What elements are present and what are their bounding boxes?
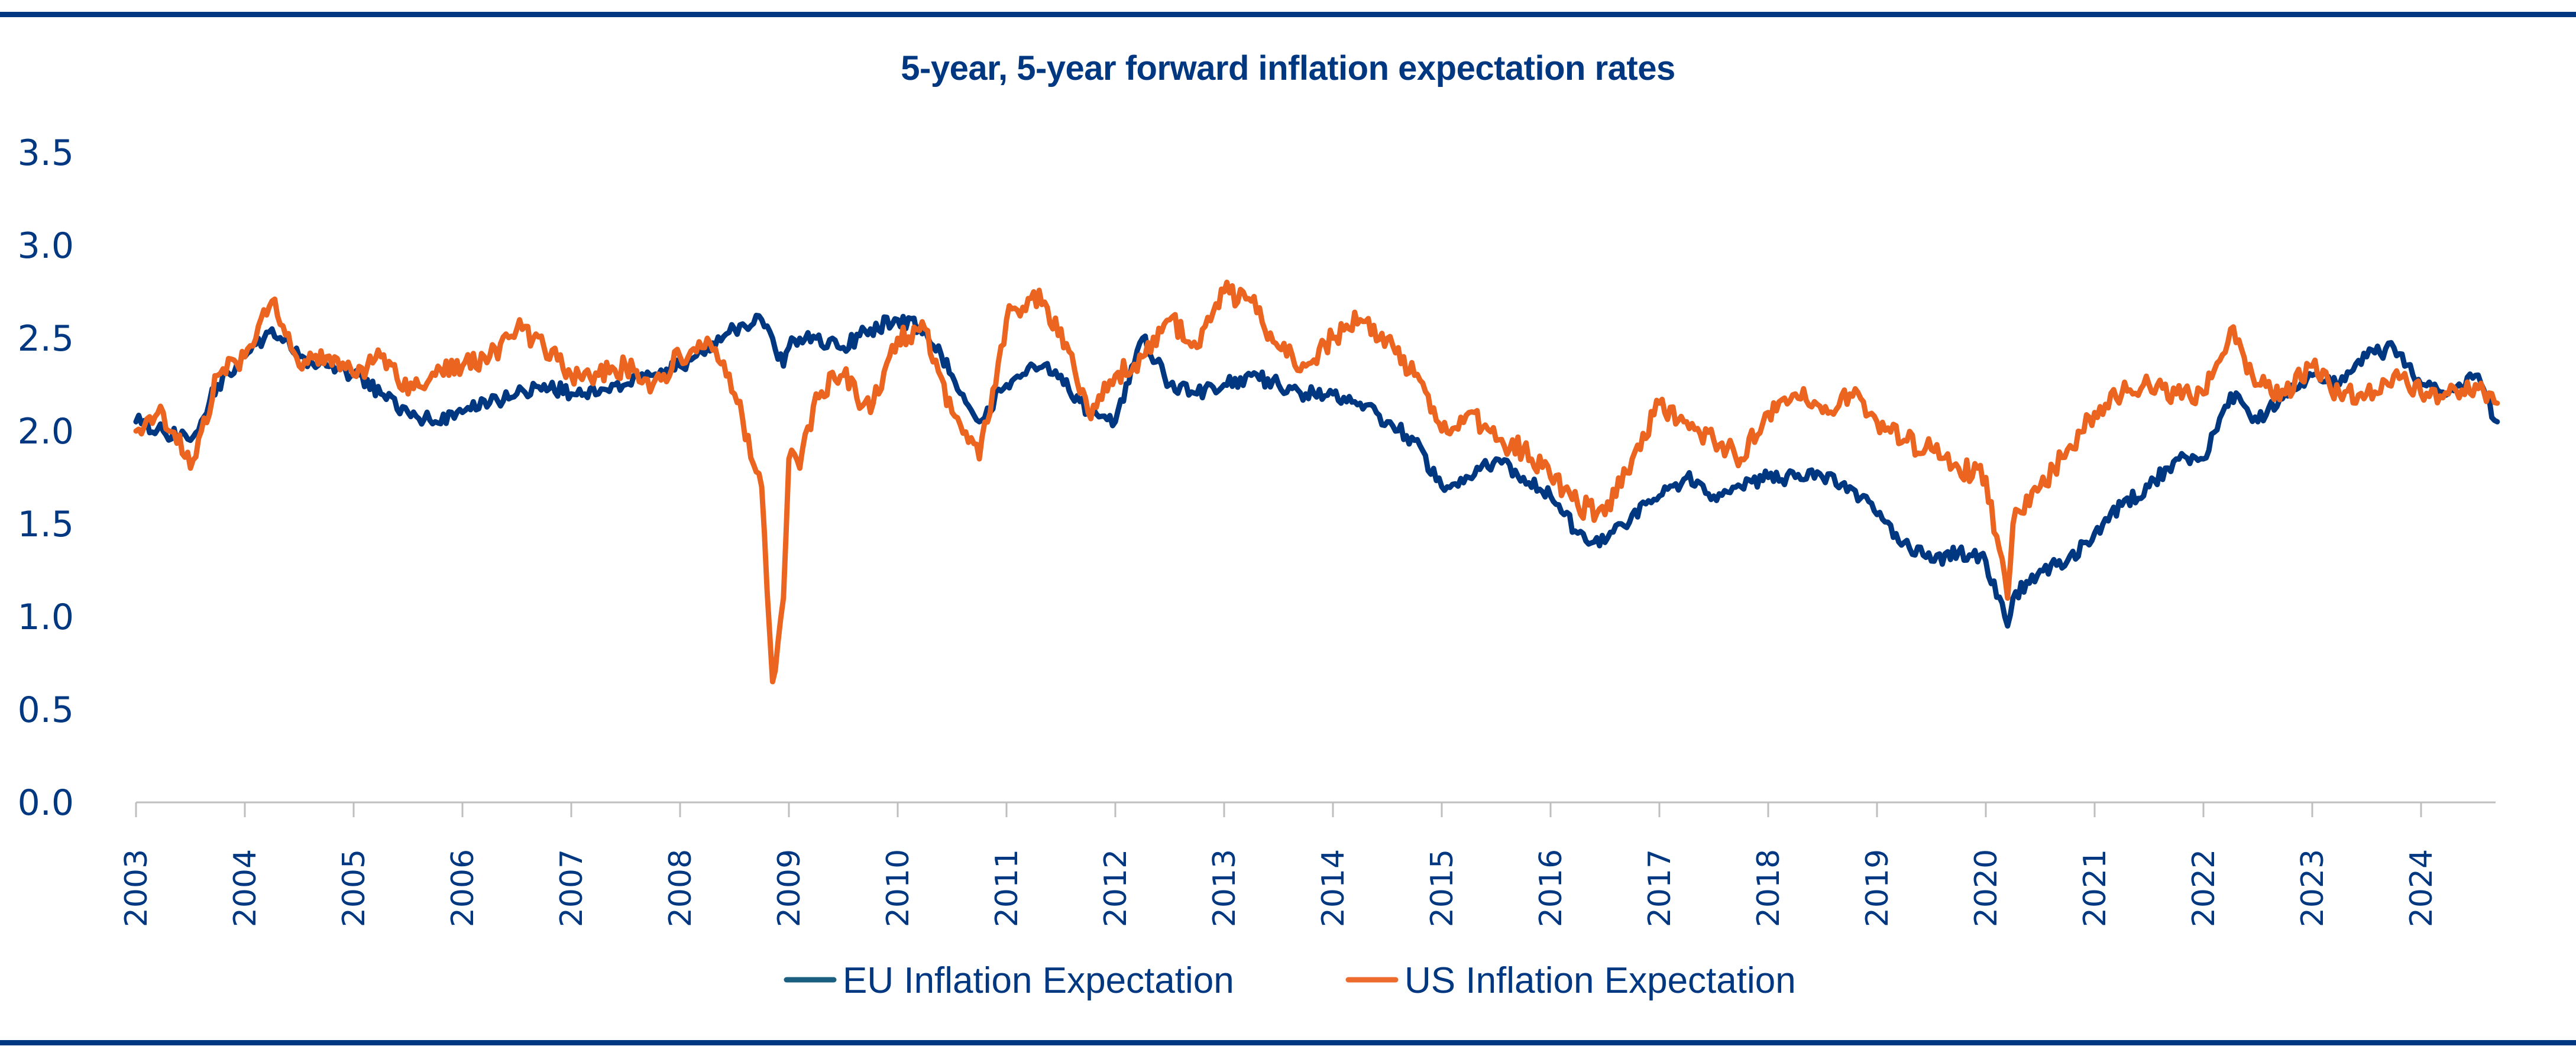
x-tick-label: 2015 <box>1425 849 1460 927</box>
y-tick-label: 2.5 <box>18 318 74 360</box>
y-tick-label: 3.0 <box>18 225 74 267</box>
x-tick-label: 2011 <box>989 849 1025 927</box>
y-tick-label: 2.0 <box>18 411 74 452</box>
x-tick-label: 2005 <box>336 849 372 927</box>
y-tick-label: 1.0 <box>18 597 74 638</box>
x-tick-label: 2016 <box>1533 849 1569 927</box>
x-tick-label: 2020 <box>1969 849 2004 927</box>
x-tick-label: 2010 <box>881 849 916 927</box>
x-tick-label: 2021 <box>2077 849 2113 927</box>
y-tick-label: 0.0 <box>18 782 74 824</box>
x-tick-label: 2019 <box>1860 849 1895 927</box>
x-tick-label: 2006 <box>445 849 481 927</box>
legend: EU Inflation Expectation US Inflation Exp… <box>784 960 1796 1001</box>
series-layer <box>133 279 2500 685</box>
top-border-rule <box>0 12 2576 17</box>
x-tick-label: 2007 <box>554 849 590 927</box>
y-axis: 0.0 0.5 1.0 1.5 2.0 2.5 3.0 3.5 <box>18 132 74 824</box>
x-tick-label: 2008 <box>663 849 698 927</box>
x-tick-label: 2023 <box>2295 849 2331 927</box>
series-line-us <box>133 279 2500 685</box>
y-tick-label: 1.5 <box>18 504 74 545</box>
x-tick-label: 2004 <box>228 849 263 927</box>
x-axis: 2003 2004 2005 2006 2007 2008 2009 2010 2011 2012… <box>119 801 2496 927</box>
bottom-border-rule <box>0 1040 2576 1045</box>
x-tick-label: 2017 <box>1642 849 1678 927</box>
x-tick-label: 2024 <box>2404 849 2439 927</box>
series-line-eu <box>133 312 2500 629</box>
x-tick-label: 2012 <box>1098 849 1134 927</box>
x-tick-label: 2003 <box>119 849 154 927</box>
chart-title: 5-year, 5-year forward inflation expecta… <box>901 49 1675 88</box>
x-tick-label: 2014 <box>1316 849 1351 927</box>
y-tick-label: 0.5 <box>18 689 74 731</box>
x-tick-label: 2022 <box>2186 849 2222 927</box>
x-tick-label: 2009 <box>772 849 807 927</box>
x-tick-label: 2013 <box>1207 849 1242 927</box>
x-tick-label: 2018 <box>1751 849 1787 927</box>
legend-label-us: US Inflation Expectation <box>1404 960 1796 1001</box>
legend-label-eu: EU Inflation Expectation <box>843 960 1234 1001</box>
y-tick-label: 3.5 <box>18 132 74 174</box>
